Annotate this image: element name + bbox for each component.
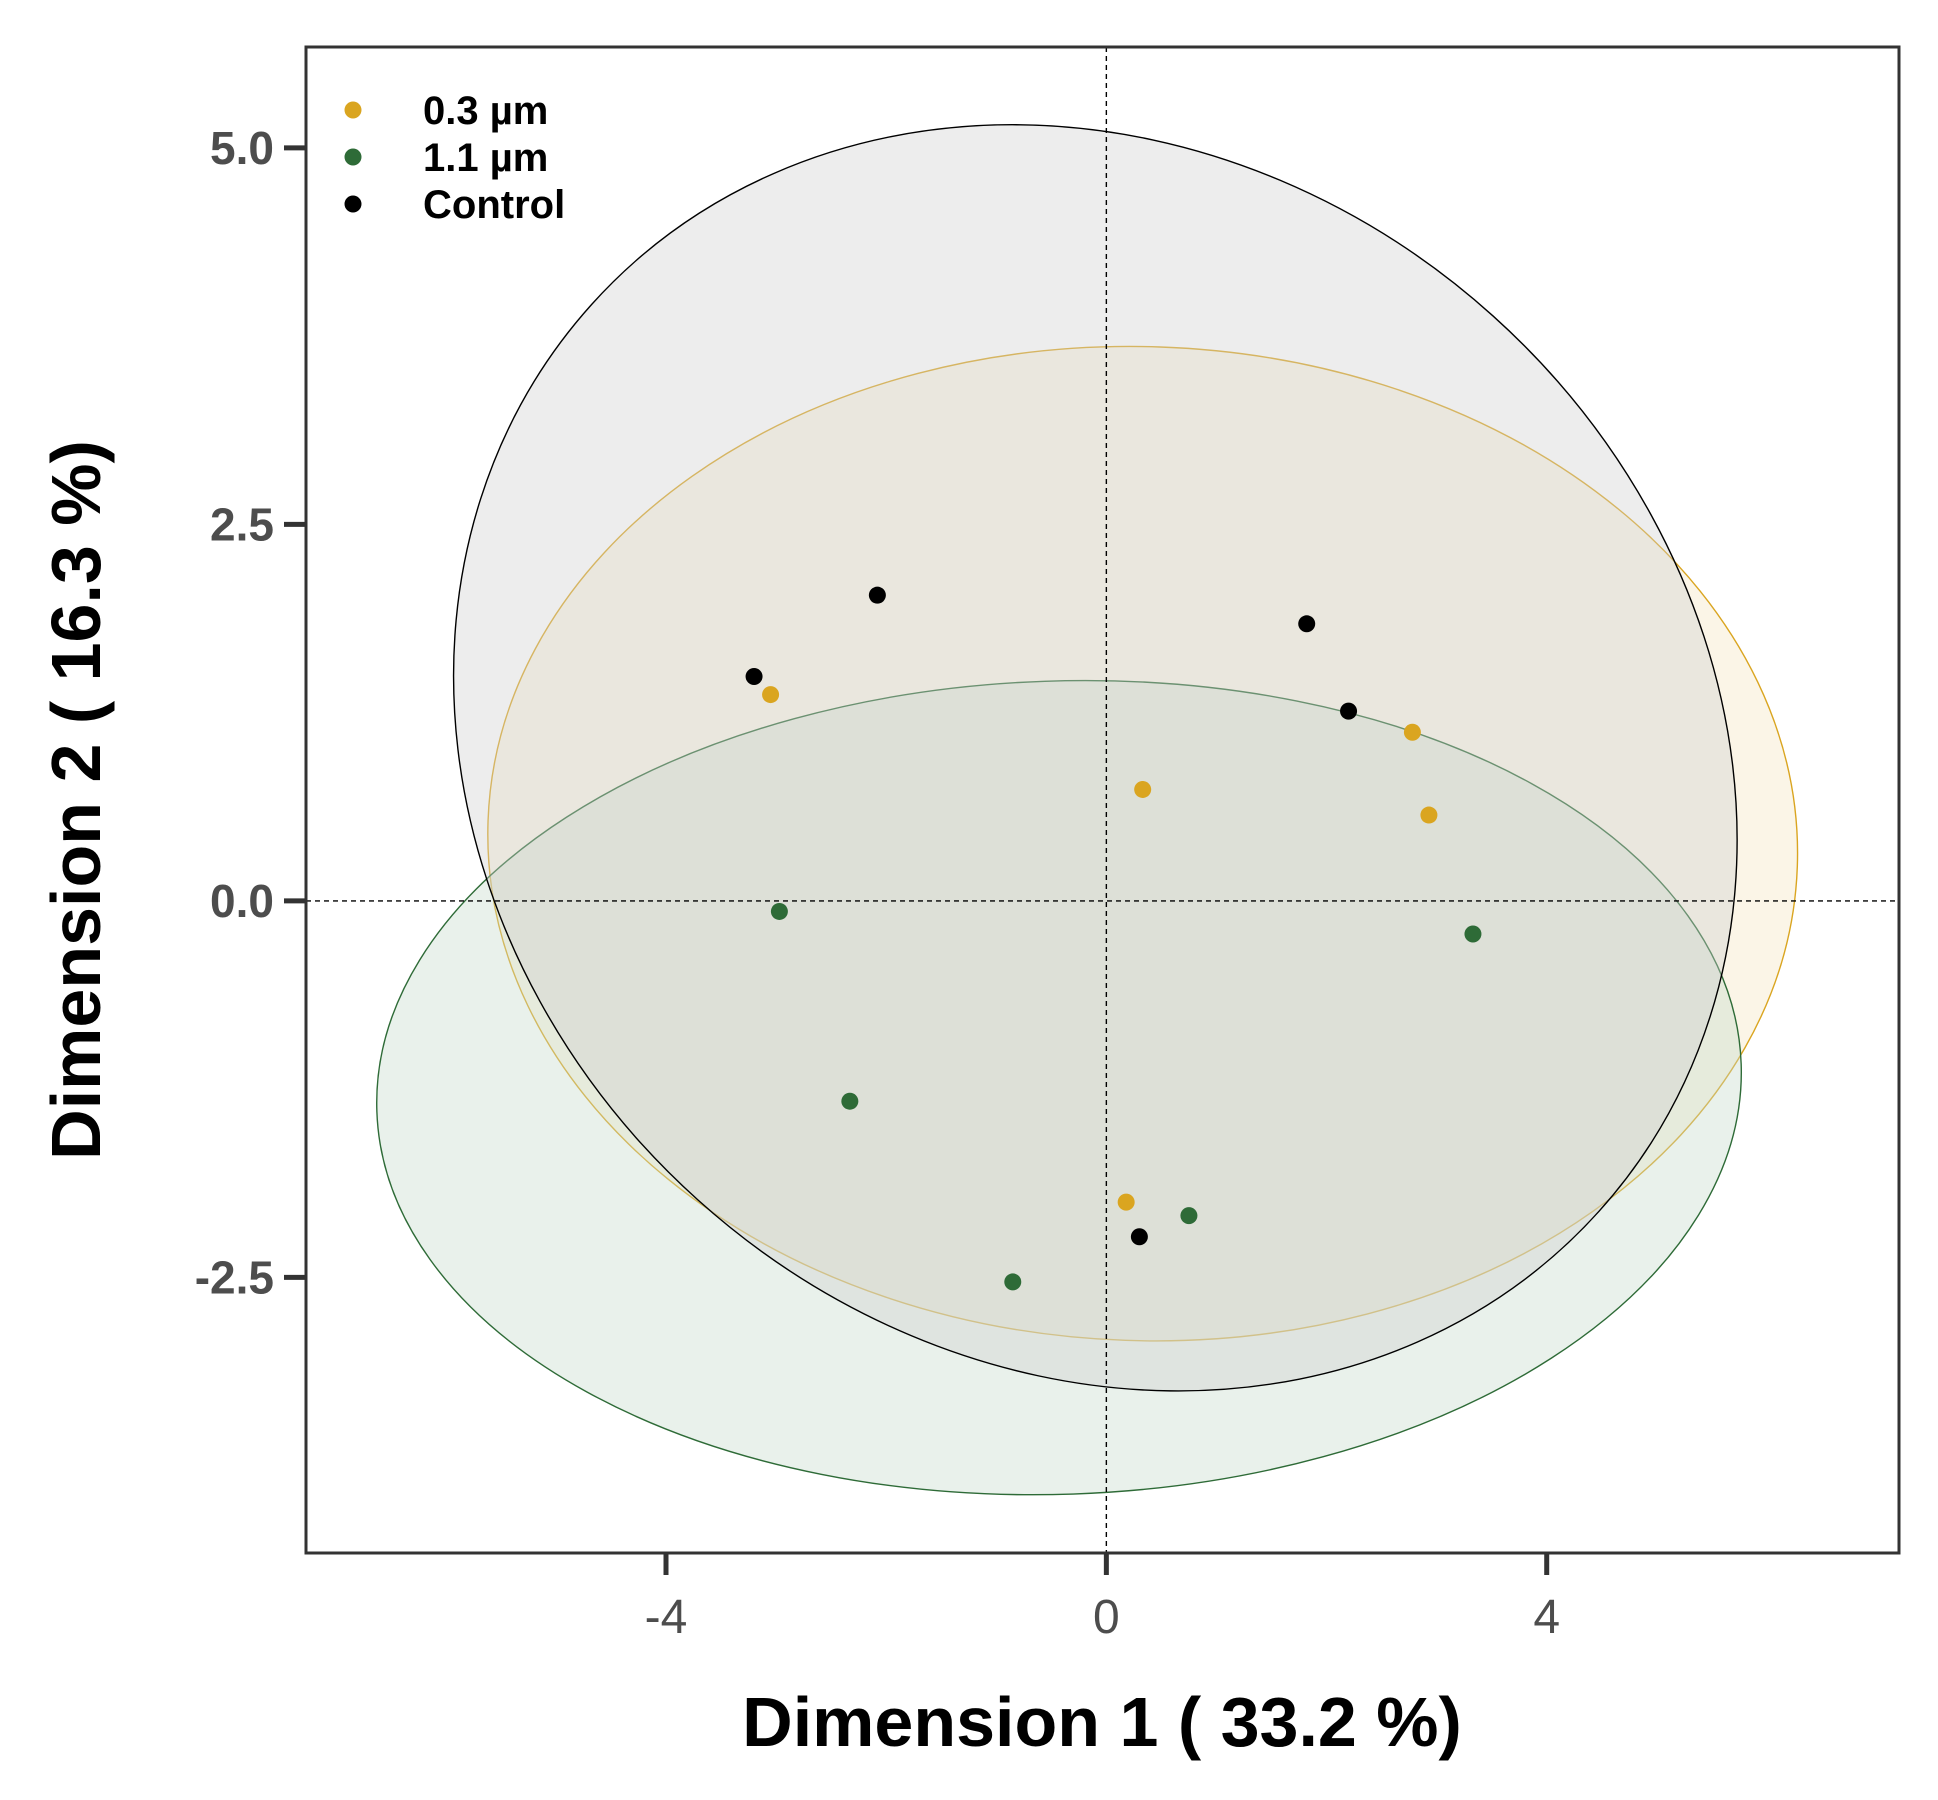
point-0-3-um-4: [1420, 806, 1438, 824]
point-control-2: [868, 586, 886, 604]
y-axis-title: Dimension 2 ( 16.3 %): [37, 440, 115, 1160]
x-tick-label: 4: [1533, 1591, 1560, 1644]
legend-label-1-1-um: 1.1 µm: [423, 136, 548, 180]
point-1-1-um-5: [1004, 1273, 1022, 1291]
ellipse-1-1-um: [376, 679, 1743, 1496]
x-tick-label: 0: [1093, 1591, 1120, 1644]
point-1-1-um-2: [841, 1092, 859, 1110]
ellipse-0-3-um: [487, 345, 1799, 1342]
point-1-1-um-1: [770, 902, 788, 920]
x-axis-title: Dimension 1 ( 33.2 %): [742, 1683, 1462, 1761]
y-tick-label: 0.0: [210, 875, 274, 927]
confidence-ellipses: [376, 124, 1799, 1496]
legend-key-0-3-um: [344, 101, 362, 119]
y-axis: 5.0 2.5 0.0 -2.5: [195, 122, 306, 1303]
point-control-3: [1298, 615, 1316, 633]
legend-key-1-1-um: [344, 148, 362, 166]
point-control-4: [1340, 702, 1358, 720]
legend-label-0-3-um: 0.3 µm: [423, 89, 548, 133]
point-control-1: [745, 668, 763, 686]
plot-panel: [306, 47, 1899, 1553]
point-0-3-um-1: [762, 686, 780, 704]
legend-label-control: Control: [423, 183, 565, 227]
point-control-5: [1130, 1228, 1148, 1246]
y-tick-label: -2.5: [195, 1251, 274, 1303]
data-points: [745, 586, 1482, 1291]
legend-key-control: [344, 195, 362, 213]
ellipse-control: [452, 124, 1738, 1392]
point-0-3-um-3: [1403, 723, 1421, 741]
y-tick-label: 2.5: [210, 498, 274, 550]
x-axis: -4 0 4: [645, 1553, 1560, 1644]
point-1-1-um-3: [1464, 925, 1482, 943]
point-1-1-um-4: [1180, 1207, 1198, 1225]
point-0-3-um-2: [1134, 780, 1152, 798]
reference-lines: [306, 47, 1899, 1553]
point-0-3-um-5: [1117, 1193, 1135, 1211]
y-tick-label: 5.0: [210, 122, 274, 174]
x-tick-label: -4: [645, 1591, 688, 1644]
plot-panel-border: [304, 45, 1901, 1555]
